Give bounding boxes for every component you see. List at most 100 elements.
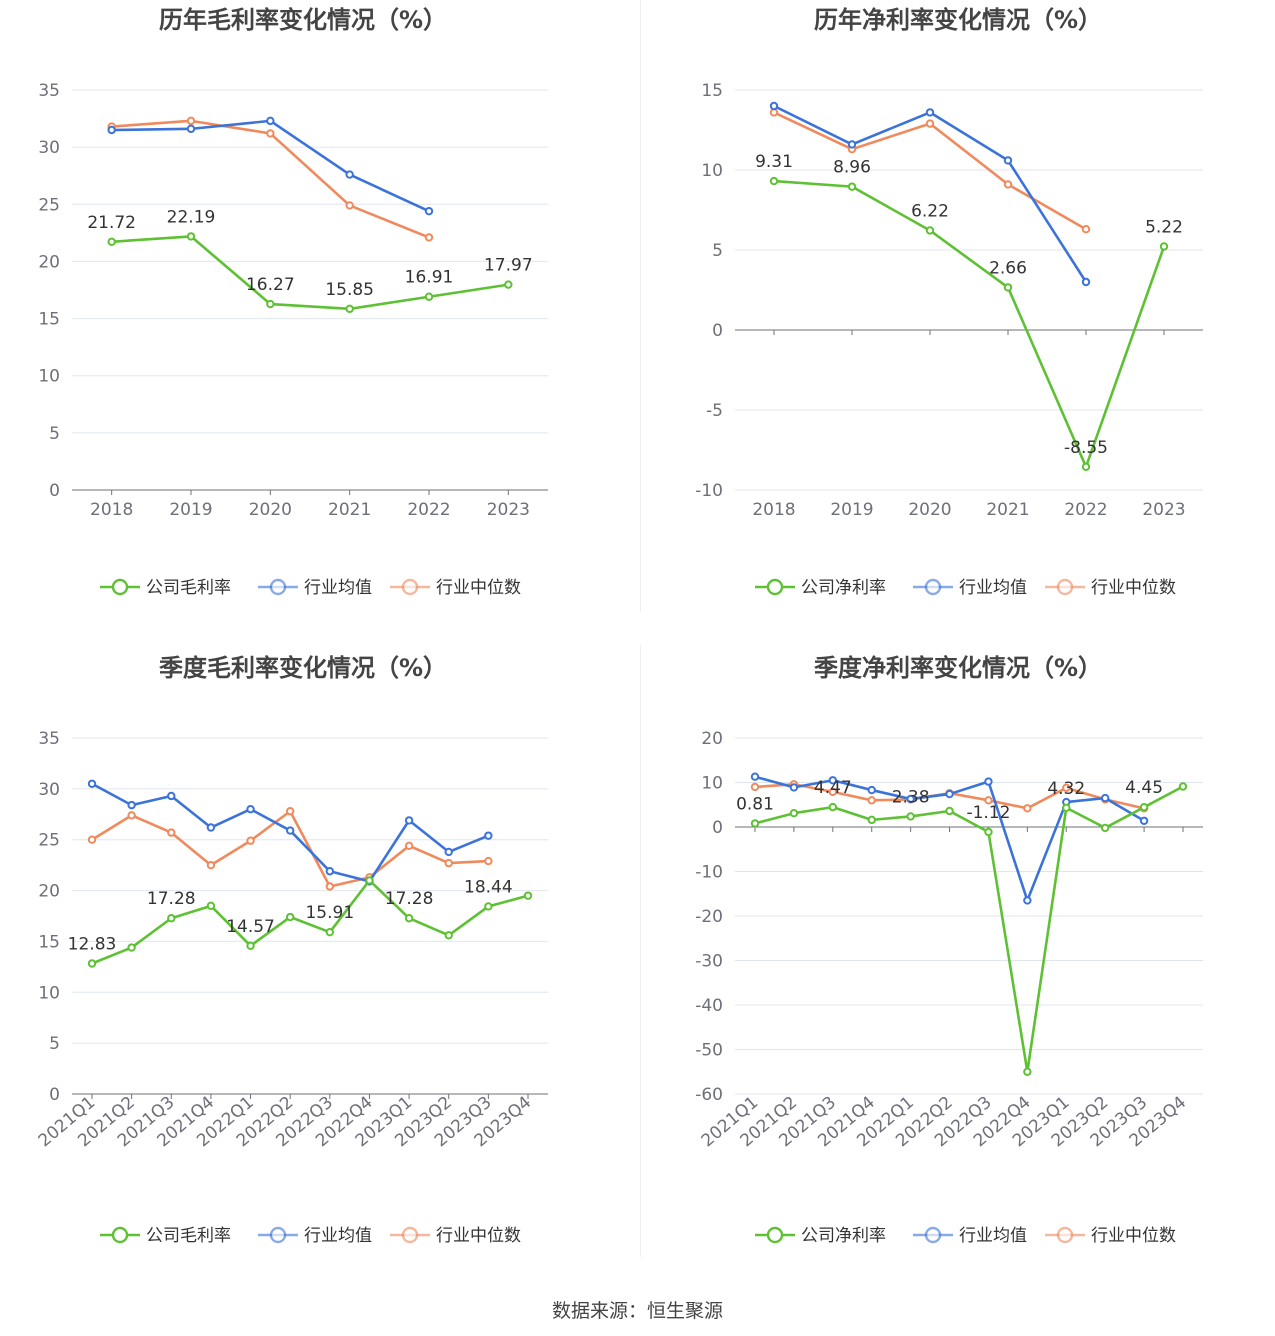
data-point-company: [925, 226, 935, 235]
data-point-industry-avg: [789, 783, 799, 792]
y-tick-label: -5: [706, 401, 723, 421]
data-label: 2.66: [989, 258, 1027, 278]
y-tick-label: 0: [49, 1085, 60, 1105]
x-tick-label: 2021: [328, 500, 371, 520]
data-label: 8.96: [833, 158, 871, 178]
data-point-industry-median: [444, 858, 453, 868]
y-tick-label: 15: [38, 310, 60, 330]
legend-marker-industry-median: [401, 578, 419, 596]
data-point-company: [504, 280, 513, 289]
legend-label-industry-avg: 行业均值: [959, 578, 1027, 598]
chart-title: 季度净利率变化情况（%）: [814, 654, 1102, 682]
data-label: 17.28: [147, 889, 196, 909]
data-label: 9.31: [755, 152, 793, 172]
y-tick-label: 20: [38, 252, 60, 272]
data-point-company: [1003, 283, 1013, 292]
data-label: 0.81: [736, 794, 774, 814]
data-point-industry-avg: [1023, 896, 1032, 905]
x-tick-label: 2018: [90, 500, 133, 520]
data-point-industry-avg: [325, 867, 335, 876]
y-tick-label: -10: [695, 863, 723, 883]
data-point-industry-avg: [1139, 816, 1149, 825]
legend-label-industry-median: 行业中位数: [1091, 1226, 1176, 1246]
data-point-industry-avg: [167, 791, 176, 801]
data-point-company: [107, 237, 116, 246]
panel-divider-top: [640, 0, 641, 612]
data-point-industry-avg: [847, 140, 857, 149]
x-tick-label: 2019: [169, 500, 212, 520]
legend-label-industry-median: 行业中位数: [1091, 578, 1176, 598]
x-tick-label: 2022: [407, 500, 450, 520]
chart-svg: 历年净利率变化情况（%） -10 -5 0 5 10 15 2018 2019 2020 2021 2…: [695, 6, 1203, 598]
data-point-industry-avg: [1100, 793, 1110, 803]
data-label: 21.72: [87, 213, 136, 233]
chart-annual-gross-margin: 历年毛利率变化情况（%） 0 5 10 15 20 25 30 35 2018 2019 2020 20…: [0, 0, 637, 648]
data-point-company: [127, 943, 136, 952]
data-point-industry-avg: [266, 116, 275, 126]
x-tick-label: 2021: [986, 500, 1029, 520]
y-tick-label: 35: [38, 81, 60, 101]
y-tick-label: -50: [695, 1041, 723, 1061]
data-point-company: [906, 812, 915, 821]
data-label: 6.22: [911, 201, 949, 221]
chart-annual-net-margin: 历年净利率变化情况（%） -10 -5 0 5 10 15 2018 2019 2020 2021 2…: [655, 0, 1275, 648]
data-point-industry-avg: [246, 805, 255, 814]
chart-svg: 历年毛利率变化情况（%） 0 5 10 15 20 25 30 35 2018 2019 2020 20…: [38, 6, 548, 598]
data-point-company: [266, 299, 275, 309]
y-tick-label: 0: [49, 481, 60, 501]
legend-label-industry-avg: 行业均值: [304, 1226, 372, 1246]
data-label: 4.45: [1125, 778, 1163, 798]
legend-label-company: 公司毛利率: [146, 1226, 231, 1246]
y-tick-label: 10: [38, 983, 60, 1003]
data-point-industry-avg: [925, 108, 935, 117]
data-point-industry-median: [1003, 180, 1013, 189]
data-point-company: [867, 815, 876, 825]
data-point-industry-avg: [750, 772, 760, 781]
y-tick-label: 0: [712, 321, 723, 341]
data-label: 4.47: [814, 778, 852, 798]
data-point-industry-avg: [424, 206, 434, 216]
data-point-industry-median: [285, 807, 295, 816]
y-tick-label: -10: [695, 481, 723, 501]
data-point-industry-avg: [984, 777, 993, 786]
data-point-industry-median: [750, 782, 760, 792]
series-line-industry-median: [111, 119, 430, 239]
data-label: 16.27: [246, 275, 295, 295]
y-tick-label: 15: [701, 81, 723, 101]
y-tick-label: 20: [701, 729, 723, 749]
y-tick-label: 25: [38, 195, 60, 215]
x-tick-label: 2018: [752, 500, 795, 520]
data-point-company: [750, 819, 760, 828]
data-point-industry-median: [246, 836, 255, 845]
data-label: -8.55: [1064, 438, 1108, 458]
data-point-industry-avg: [1003, 156, 1013, 165]
legend-marker-industry-median: [1056, 578, 1074, 596]
chart-title: 历年毛利率变化情况（%）: [159, 6, 447, 34]
data-label: 15.85: [325, 280, 374, 300]
data-point-industry-median: [1081, 225, 1091, 234]
data-label: -1.12: [966, 803, 1010, 823]
data-point-company: [1081, 462, 1091, 471]
x-tick-label: 2022: [1064, 500, 1107, 520]
data-point-company: [186, 232, 196, 241]
data-point-industry-avg: [404, 816, 414, 825]
data-label: 17.97: [484, 256, 533, 276]
series-line-company: [773, 179, 1166, 469]
y-tick-label: -60: [695, 1085, 723, 1105]
y-tick-label: -20: [695, 907, 723, 927]
legend-label-industry-avg: 行业均值: [304, 578, 372, 598]
legend-label-company: 公司净利率: [801, 578, 886, 598]
series-line-company: [754, 785, 1184, 1074]
data-point-industry-avg: [828, 776, 838, 785]
data-point-company: [167, 914, 176, 923]
legend-label-industry-median: 行业中位数: [436, 1226, 521, 1246]
data-point-company: [523, 891, 533, 900]
data-point-industry-median: [345, 201, 354, 210]
y-tick-label: 10: [701, 161, 723, 181]
series-line-company: [91, 879, 529, 965]
data-point-industry-median: [206, 860, 216, 870]
data-label: 4.32: [1047, 779, 1085, 799]
data-point-industry-median: [424, 233, 434, 242]
data-point-industry-avg: [127, 800, 136, 810]
y-tick-label: 0: [712, 818, 723, 838]
